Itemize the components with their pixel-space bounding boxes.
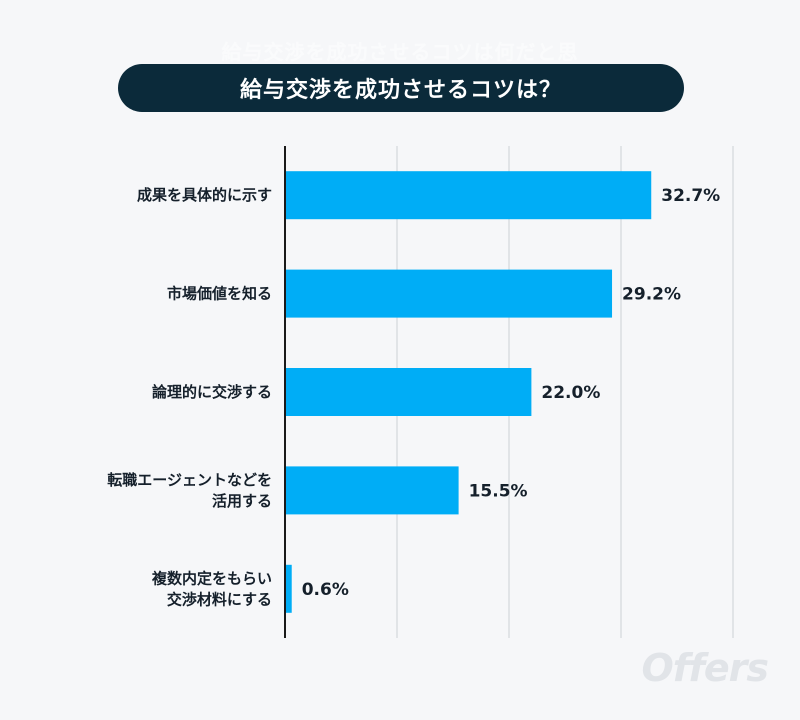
bar	[285, 564, 292, 613]
value-label: 15.5%	[469, 481, 528, 501]
category-label: 論理的に交渉する	[152, 383, 272, 401]
bar	[285, 269, 613, 318]
value-label: 32.7%	[661, 186, 720, 206]
bar	[285, 466, 459, 515]
category-label: 転職エージェントなどを活用する	[107, 471, 272, 510]
ghost-title: 給与交渉を成功させるコツは何だと思	[221, 40, 579, 64]
value-label: 29.2%	[622, 285, 681, 305]
value-label: 0.6%	[302, 580, 349, 600]
offers-logo: Offers	[641, 646, 769, 690]
bar	[285, 368, 532, 416]
chart-title: 給与交渉を成功させるコツは？	[118, 64, 684, 112]
value-label: 22.0%	[541, 383, 600, 403]
bar	[285, 171, 652, 220]
category-label: 市場価値を知る	[167, 285, 272, 303]
category-label: 複数内定をもらい交渉材料にする	[151, 569, 272, 608]
category-label: 成果を具体的に示す	[137, 186, 272, 204]
